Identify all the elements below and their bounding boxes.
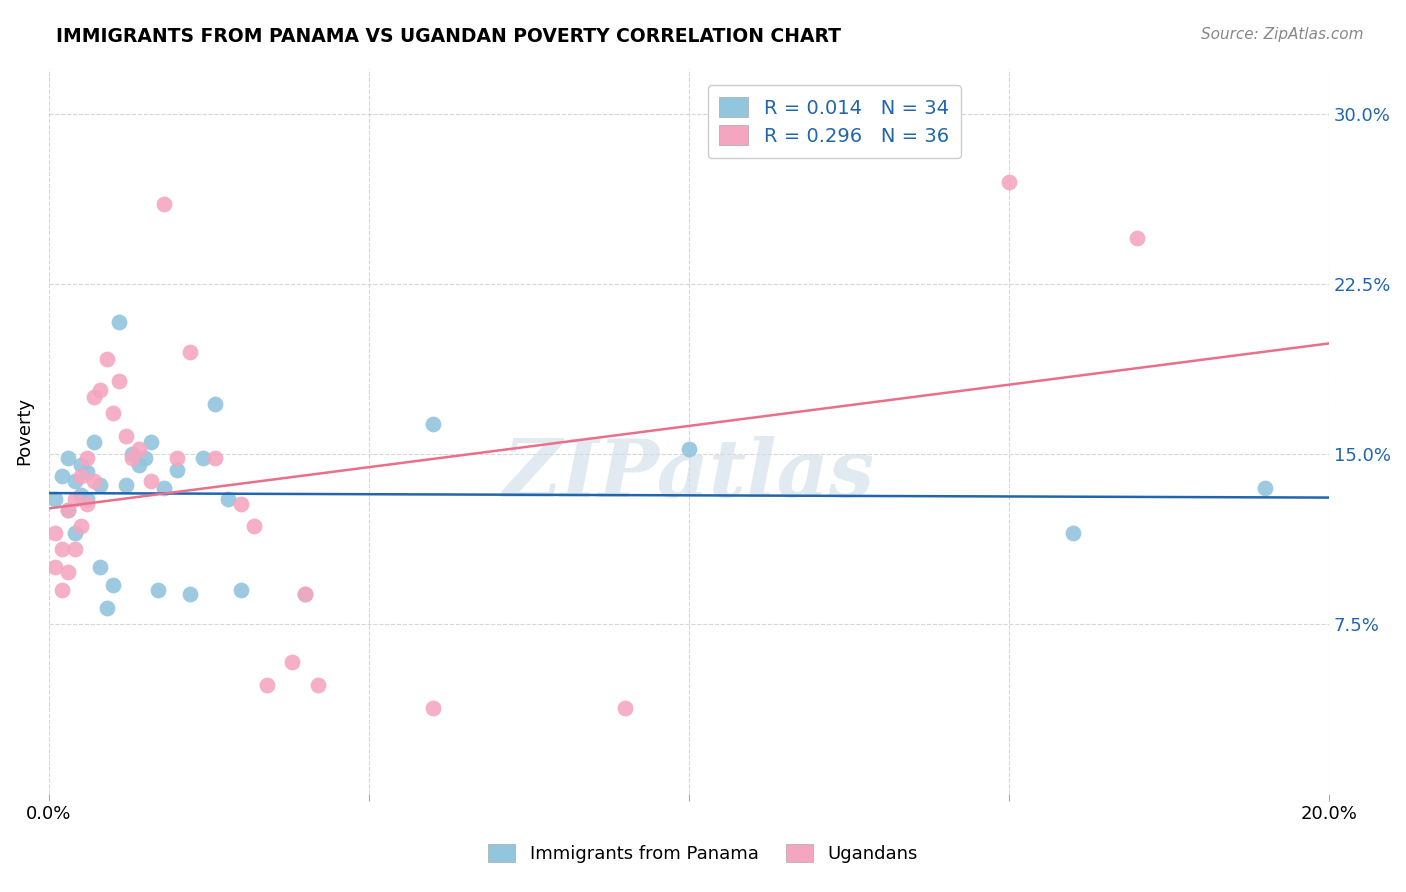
Point: [89, 478, 111, 492]
Point: [217, 492, 239, 507]
Point: [128, 442, 150, 457]
Point: [63, 526, 86, 541]
Point: [229, 497, 252, 511]
Point: [56, 565, 79, 579]
Legend: Immigrants from Panama, Ugandans: Immigrants from Panama, Ugandans: [478, 833, 928, 874]
Point: [96, 351, 118, 366]
Point: [70, 469, 93, 483]
Point: [204, 397, 226, 411]
Point: [229, 582, 252, 597]
Point: [70, 487, 93, 501]
Point: [108, 374, 131, 388]
Point: [294, 587, 316, 601]
Point: [44, 526, 66, 541]
Point: [204, 451, 226, 466]
Point: [101, 406, 124, 420]
Point: [114, 478, 136, 492]
Point: [121, 451, 143, 466]
Point: [613, 700, 636, 714]
Point: [76, 492, 98, 507]
Point: [76, 465, 98, 479]
Point: [128, 458, 150, 472]
Point: [51, 469, 73, 483]
Point: [256, 678, 278, 692]
Text: ZIPatlas: ZIPatlas: [503, 436, 875, 514]
Point: [179, 587, 201, 601]
Point: [281, 655, 304, 669]
Point: [83, 474, 105, 488]
Point: [83, 390, 105, 404]
Point: [51, 582, 73, 597]
Point: [294, 587, 316, 601]
Point: [44, 560, 66, 574]
Point: [63, 492, 86, 507]
Point: [101, 578, 124, 592]
Point: [242, 519, 264, 533]
Text: IMMIGRANTS FROM PANAMA VS UGANDAN POVERTY CORRELATION CHART: IMMIGRANTS FROM PANAMA VS UGANDAN POVERT…: [56, 27, 841, 45]
Point: [134, 451, 156, 466]
Point: [1062, 526, 1084, 541]
Point: [307, 678, 329, 692]
Point: [153, 197, 176, 211]
Point: [678, 442, 700, 457]
Y-axis label: Poverty: Poverty: [15, 397, 32, 465]
Legend: R = 0.014   N = 34, R = 0.296   N = 36: R = 0.014 N = 34, R = 0.296 N = 36: [707, 86, 960, 158]
Point: [153, 481, 176, 495]
Point: [141, 435, 163, 450]
Point: [191, 451, 214, 466]
Point: [83, 435, 105, 450]
Point: [70, 519, 93, 533]
Point: [63, 474, 86, 488]
Point: [96, 600, 118, 615]
Point: [422, 417, 444, 432]
Point: [998, 175, 1021, 189]
Text: Source: ZipAtlas.com: Source: ZipAtlas.com: [1201, 27, 1364, 42]
Point: [76, 497, 98, 511]
Point: [121, 447, 143, 461]
Point: [70, 458, 93, 472]
Point: [44, 492, 66, 507]
Point: [146, 582, 169, 597]
Point: [166, 462, 188, 476]
Point: [1254, 481, 1277, 495]
Point: [1126, 231, 1149, 245]
Point: [56, 451, 79, 466]
Point: [166, 451, 188, 466]
Point: [89, 384, 111, 398]
Point: [51, 541, 73, 556]
Point: [56, 503, 79, 517]
Point: [422, 700, 444, 714]
Point: [89, 560, 111, 574]
Point: [114, 428, 136, 442]
Point: [63, 541, 86, 556]
Point: [76, 451, 98, 466]
Point: [141, 474, 163, 488]
Point: [56, 503, 79, 517]
Point: [108, 315, 131, 329]
Point: [179, 344, 201, 359]
